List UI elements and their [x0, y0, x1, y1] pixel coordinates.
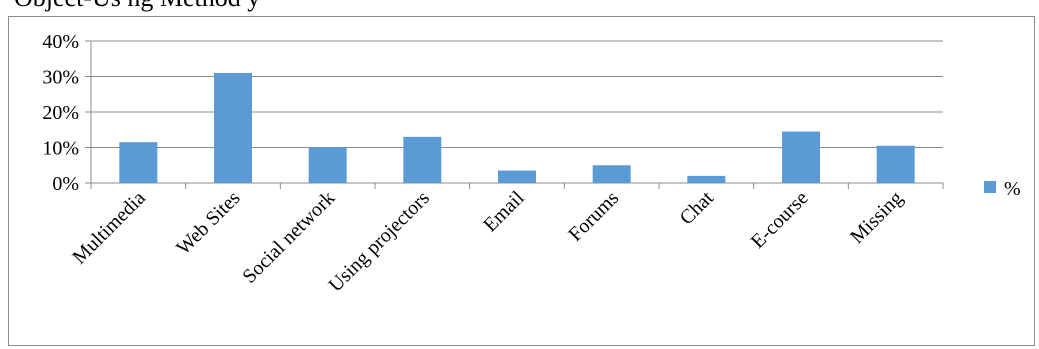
legend: % — [984, 178, 1021, 200]
x-category-label: Missing — [846, 187, 907, 248]
x-category-label: Email — [479, 187, 529, 237]
bar-email — [498, 170, 536, 183]
bars — [119, 72, 915, 183]
x-category-label: Multimedia — [68, 187, 150, 269]
y-tick-label: 40% — [42, 31, 79, 53]
y-tick-labels: 0% 10% 20% 30% 40% — [42, 31, 79, 195]
x-category-label: E-course — [747, 187, 813, 253]
x-category-label: Forums — [564, 187, 623, 246]
legend-swatch — [984, 181, 996, 193]
chart-frame — [8, 16, 1035, 346]
x-category-label: Using projectors — [324, 187, 434, 297]
x-category-label: Chat — [676, 187, 719, 230]
y-tick-label: 30% — [42, 67, 79, 89]
bar-multimedia — [119, 142, 158, 183]
x-category-label: Social network — [238, 187, 339, 288]
bar-forums — [592, 165, 631, 183]
legend-label: % — [1004, 178, 1021, 200]
y-tick-label: 10% — [42, 138, 79, 160]
bar-social-network — [308, 147, 347, 183]
x-category-label: Web Sites — [172, 187, 244, 259]
bar-web-sites — [214, 72, 252, 183]
bar-chat — [687, 175, 726, 183]
caption-text: Object-Us ng Method y — [14, 0, 260, 16]
bar-e-course — [782, 131, 820, 183]
y-tick-label: 20% — [42, 102, 79, 124]
y-tick-label: 0% — [52, 173, 79, 195]
bar-using-projectors — [403, 136, 442, 183]
bar-missing — [876, 145, 915, 183]
